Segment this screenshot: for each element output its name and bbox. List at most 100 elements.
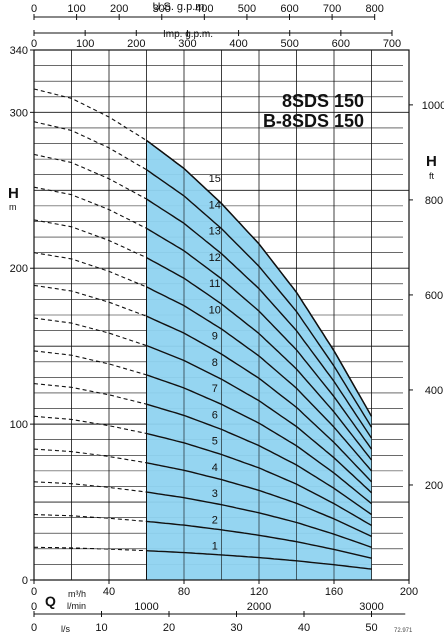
bottom-m3h-tick-label: 0 (31, 586, 37, 598)
bottom-lmin-tick-label: 3000 (359, 601, 383, 613)
left-tick-label: 100 (10, 419, 28, 431)
curve-label-4: 4 (212, 462, 218, 474)
curve-label-8: 8 (212, 357, 218, 369)
curve-label-10: 10 (209, 304, 221, 316)
top-axis-2-tick-label: 100 (76, 38, 94, 50)
curve-12 (146, 227, 373, 450)
bottom-ls-tick-label: 30 (230, 622, 242, 634)
curve-label-9: 9 (212, 331, 218, 343)
curve-7-dashed (33, 350, 147, 376)
bottom-m3h-tick-label: 160 (325, 586, 343, 598)
curve-2-dashed (33, 513, 147, 522)
top-axis-1-label: U.S. g.p.m. (152, 1, 207, 13)
curve-4-dashed (33, 448, 147, 464)
curve-4 (146, 462, 372, 538)
curve-label-11: 11 (209, 278, 220, 290)
figure-code: 72.971 (394, 628, 413, 634)
right-axis-unit: ft (429, 171, 435, 181)
curve-12-dashed (33, 186, 147, 229)
top-axis-2-tick-label: 300 (178, 38, 196, 50)
curve-2 (146, 520, 372, 559)
q-label: Q (45, 593, 56, 609)
curve-8-dashed (33, 317, 147, 347)
bottom-ls-tick-label: 0 (31, 622, 37, 634)
curve-9 (146, 315, 373, 483)
top-axis-1-tick-label: 600 (280, 3, 298, 15)
curve-13-dashed (33, 153, 147, 200)
curve-6 (146, 403, 372, 516)
curve-10-dashed (33, 252, 147, 288)
left-axis-unit: m (9, 202, 17, 212)
curve-8 (146, 344, 372, 494)
unit-m3h: m³/h (68, 589, 86, 599)
chart-subtitle: B-8SDS 150 (263, 111, 364, 131)
left-tick-label: 300 (10, 107, 28, 119)
bottom-m3h-tick-label: 80 (178, 586, 190, 598)
top-axis-1-tick-label: 500 (238, 3, 256, 15)
top-axis-2-tick-label: 600 (332, 38, 350, 50)
top-axis-2-tick-label: 500 (281, 38, 299, 50)
curve-5-dashed (33, 415, 147, 435)
curve-label-2: 2 (212, 514, 218, 526)
curve-14-dashed (33, 121, 147, 171)
curve-1 (146, 550, 372, 570)
right-tick-label: 800 (425, 195, 443, 207)
top-axis-2-label: Imp. g.p.m. (163, 29, 213, 40)
unit-lmin: l/min (67, 601, 86, 611)
top-axis-2-tick-label: 400 (229, 38, 247, 50)
curve-11-dashed (33, 219, 147, 259)
chart-title: 8SDS 150 (282, 91, 364, 111)
right-tick-label: 1000 (422, 100, 444, 112)
left-axis-label: H (8, 185, 19, 202)
left-tick-label: 340 (10, 45, 28, 57)
curve-3 (146, 491, 372, 548)
bottom-ls-tick-label: 20 (163, 622, 175, 634)
bottom-m3h-tick-label: 40 (103, 586, 115, 598)
curve-label-5: 5 (212, 436, 218, 448)
bottom-m3h-tick-label: 120 (250, 586, 268, 598)
curve-3-dashed (33, 481, 147, 493)
curve-13 (146, 198, 373, 439)
curve-label-14: 14 (209, 199, 221, 211)
top-axis-1-tick-label: 0 (31, 3, 37, 15)
curve-label-12: 12 (209, 252, 221, 264)
top-axis-2-tick-label: 700 (383, 38, 401, 50)
curve-15-dashed (33, 88, 147, 141)
left-tick-label: 200 (10, 263, 28, 275)
right-tick-label: 600 (425, 290, 443, 302)
bottom-lmin-tick-label: 1000 (134, 601, 158, 613)
unit-ls: l/s (61, 624, 71, 634)
top-axis-2-tick-label: 200 (127, 38, 145, 50)
right-tick-label: 400 (425, 385, 443, 397)
top-axis-1-tick-label: 100 (67, 3, 85, 15)
bottom-lmin-tick-label: 0 (31, 601, 37, 613)
curve-label-6: 6 (212, 409, 218, 421)
curve-label-1: 1 (212, 541, 218, 553)
curve-label-7: 7 (212, 383, 218, 395)
right-tick-label: 200 (425, 480, 443, 492)
plot-frame (33, 49, 410, 581)
operating-range-shading (146, 140, 372, 580)
bottom-lmin-tick-label: 2000 (247, 601, 271, 613)
curve-10 (146, 286, 373, 472)
curve-6-dashed (33, 383, 147, 405)
curve-5 (146, 432, 372, 527)
bottom-m3h-tick-label: 200 (400, 586, 418, 598)
top-axis-2-tick-label: 0 (31, 38, 37, 50)
bottom-ls-tick-label: 40 (298, 622, 310, 634)
bottom-ls-tick-label: 50 (365, 622, 377, 634)
bottom-ls-tick-label: 10 (95, 622, 107, 634)
operating-range-top (146, 139, 373, 417)
curve-11 (146, 256, 373, 461)
top-axis-1-tick-label: 400 (195, 3, 213, 15)
curve-9-dashed (33, 284, 147, 317)
curve-7 (146, 374, 372, 505)
curve-label-3: 3 (212, 488, 218, 500)
left-tick-label: 0 (22, 575, 28, 587)
curve-label-13: 13 (209, 226, 221, 238)
curve-label-15: 15 (209, 173, 221, 185)
right-axis-label: H (426, 153, 437, 170)
